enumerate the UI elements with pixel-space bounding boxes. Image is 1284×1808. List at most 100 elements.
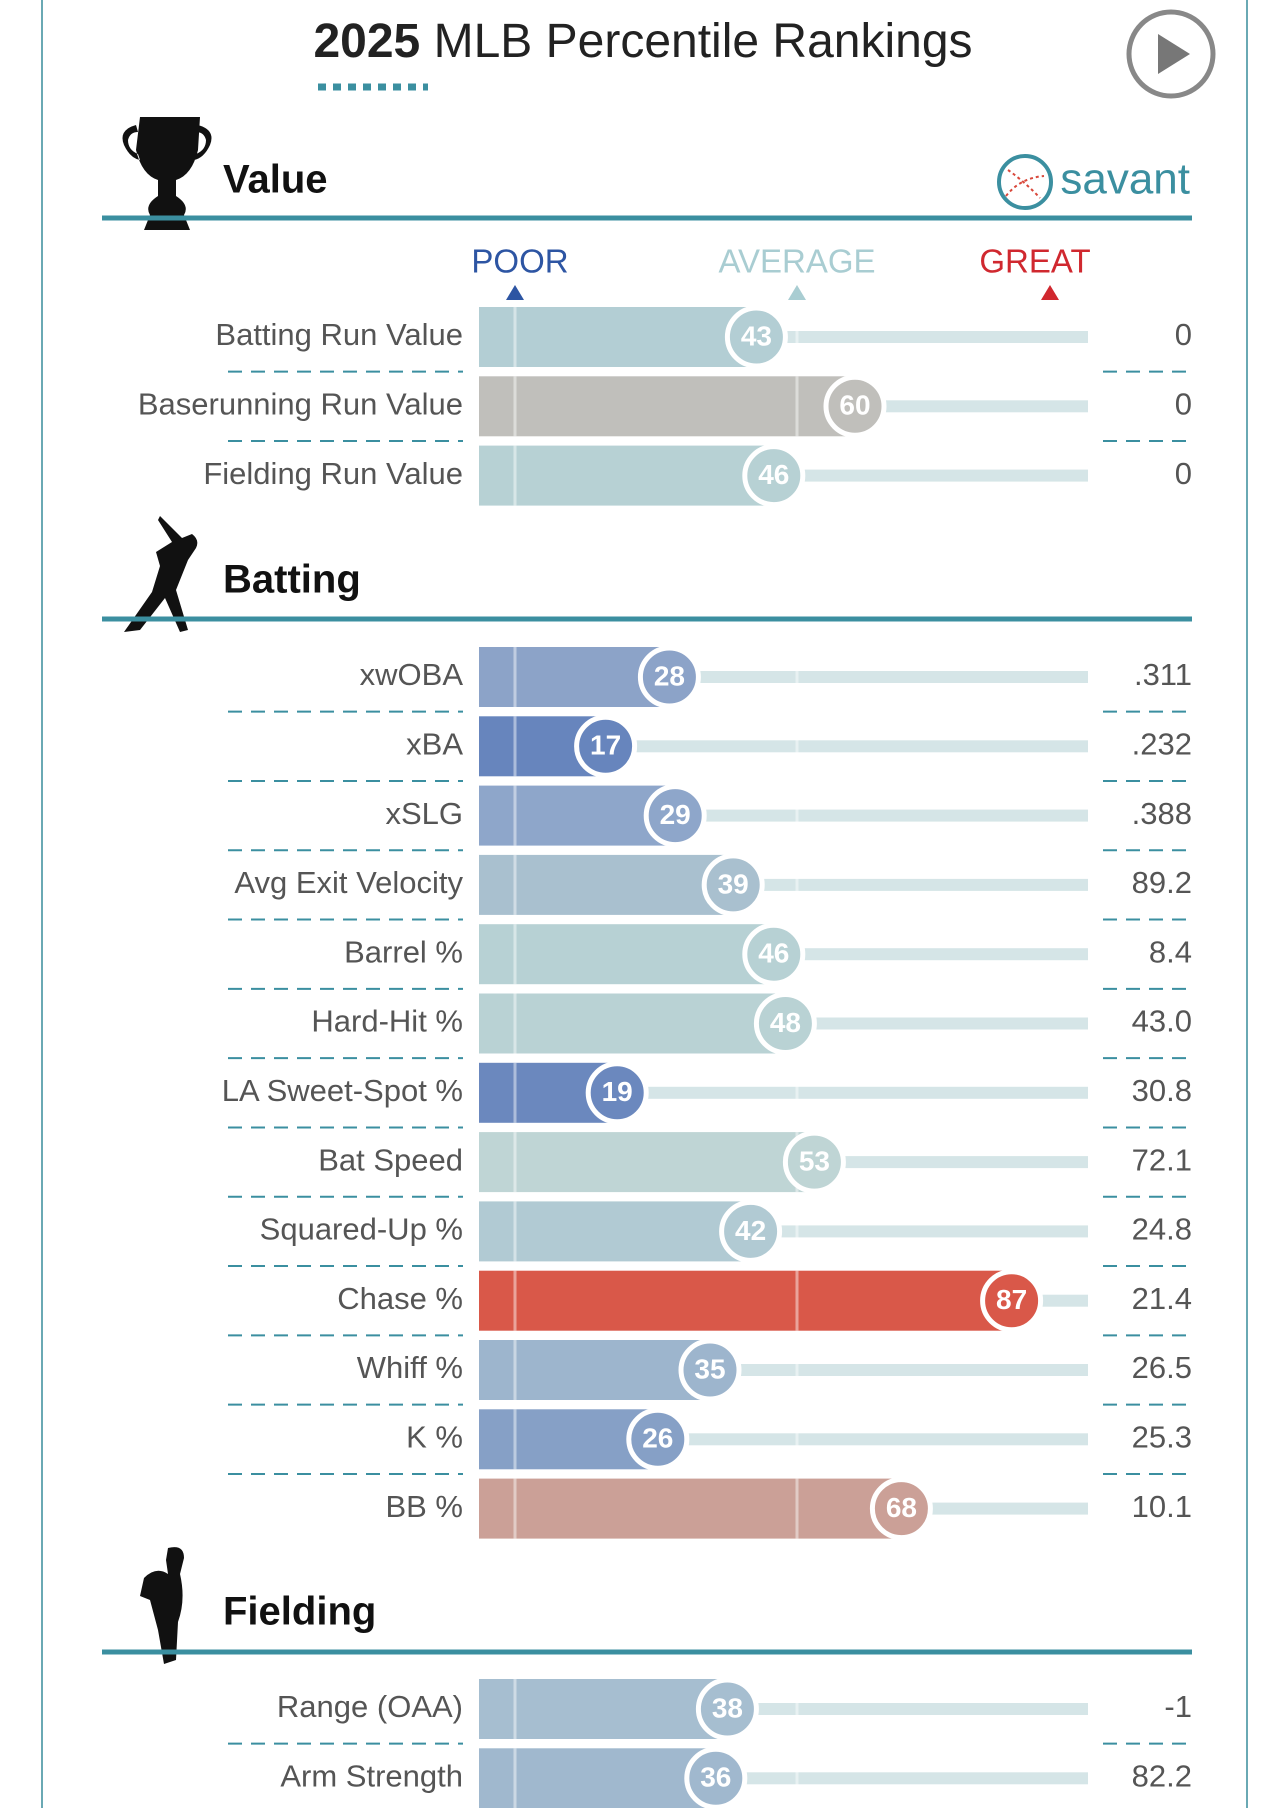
metric-value: 26.5 (1132, 1350, 1192, 1385)
metric-value: 89.2 (1132, 865, 1192, 900)
percentile-marker (695, 1677, 759, 1741)
percentile-marker (869, 1477, 933, 1541)
percentile-marker (643, 784, 707, 848)
legend-poor: POOR (471, 243, 568, 280)
metric-label: Bat Speed (318, 1142, 463, 1177)
percentile-marker (724, 305, 788, 369)
section-title: Fielding (223, 1590, 376, 1634)
percentile-marker (574, 714, 638, 778)
metric-value: .232 (1132, 726, 1192, 761)
metric-value: 0 (1175, 317, 1192, 352)
metric-label: Barrel % (344, 934, 463, 969)
legend-marker (788, 285, 806, 300)
percentile-label: 26 (642, 1423, 673, 1454)
title-text: MLB Percentile Rankings (434, 15, 973, 68)
icons (122, 117, 212, 1664)
percentile-bar (479, 1270, 1012, 1331)
metric-value: .388 (1132, 796, 1192, 831)
legend-great: GREAT (979, 243, 1090, 280)
metric-label: xSLG (385, 796, 463, 831)
percentile-bar (479, 1679, 728, 1739)
percentile-label: 19 (602, 1076, 633, 1107)
percentile-marker (626, 1407, 690, 1471)
metric-value: 10.1 (1132, 1489, 1192, 1524)
percentile-label: 43 (741, 320, 772, 351)
percentile-label: 48 (770, 1007, 801, 1038)
percentile-label: 28 (654, 660, 685, 691)
percentile-marker (742, 444, 806, 508)
percentile-label: 68 (886, 1492, 917, 1523)
percentile-label: 87 (996, 1284, 1027, 1315)
metric-label: Avg Exit Velocity (234, 865, 463, 900)
metric-label: Baserunning Run Value (138, 386, 463, 421)
metric-label: LA Sweet-Spot % (222, 1073, 463, 1108)
percentile-label: 46 (758, 459, 789, 490)
percentile-label: 39 (718, 868, 749, 899)
legend-marker (506, 285, 524, 300)
metric-value: 0 (1175, 456, 1192, 491)
percentile-bar (479, 376, 855, 437)
percentile-label: 36 (700, 1762, 731, 1793)
percentile-bar (479, 924, 774, 985)
percentile-marker (684, 1746, 748, 1808)
metric-label: Hard-Hit % (311, 1004, 463, 1039)
title: 2025 MLB Percentile Rankings (313, 15, 972, 68)
metric-label: Arm Strength (280, 1758, 463, 1793)
metric-label: K % (406, 1419, 463, 1454)
percentile-bar (479, 445, 774, 506)
percentile-marker (823, 374, 887, 438)
section-title: Value (223, 158, 328, 202)
percentile-bar (479, 993, 786, 1054)
percentile-marker (782, 1130, 846, 1194)
percentile-label: 60 (839, 390, 870, 421)
metric-label: xwOBA (360, 657, 464, 692)
percentile-label: 42 (735, 1215, 766, 1246)
metric-label: Range (OAA) (277, 1689, 463, 1724)
percentile-marker (678, 1338, 742, 1402)
metric-label: Batting Run Value (215, 317, 463, 352)
trophy-icon (122, 117, 212, 230)
percentile-label: 17 (590, 730, 621, 761)
percentile-bar (479, 1132, 815, 1193)
percentile-bar (479, 1478, 902, 1539)
metric-value: 30.8 (1132, 1073, 1192, 1108)
percentile-bar (479, 1748, 716, 1808)
legend-marker (1041, 285, 1059, 300)
percentile-bar (479, 785, 676, 846)
percentile-marker (753, 992, 817, 1055)
legend-average: AVERAGE (718, 243, 875, 280)
metric-label: xBA (406, 726, 463, 761)
percentile-label: 53 (799, 1145, 830, 1176)
percentile-bar (479, 854, 734, 915)
percentile-marker (585, 1061, 649, 1125)
percentile-marker (719, 1199, 783, 1263)
metric-label: Fielding Run Value (203, 456, 463, 491)
brand-logo (997, 154, 1053, 210)
metric-value: 0 (1175, 386, 1192, 421)
percentile-label: 35 (694, 1353, 725, 1384)
metric-value: -1 (1164, 1689, 1192, 1724)
metric-label: Chase % (337, 1281, 463, 1316)
section-title: Batting (223, 558, 361, 602)
percentile-bar (479, 647, 670, 707)
metric-label: Squared-Up % (260, 1212, 463, 1247)
title-year: 2025 (313, 15, 420, 68)
percentile-bar (479, 307, 757, 367)
percentile-marker (701, 853, 765, 917)
metric-value: 21.4 (1132, 1281, 1192, 1316)
batter-icon (124, 516, 198, 632)
percentile-marker (637, 645, 701, 709)
metric-value: 82.2 (1132, 1758, 1192, 1793)
percentile-bar (479, 1201, 751, 1262)
metric-value: 8.4 (1149, 934, 1192, 969)
brand: savant (1060, 155, 1190, 204)
play-button[interactable] (1126, 9, 1216, 99)
metric-value: 24.8 (1132, 1212, 1192, 1247)
percentile-label: 29 (660, 799, 691, 830)
percentile-label: 46 (758, 938, 789, 969)
percentile-label: 38 (712, 1692, 743, 1723)
metric-value: 43.0 (1132, 1004, 1192, 1039)
metric-label: Whiff % (357, 1350, 463, 1385)
fielder-icon (140, 1547, 184, 1664)
